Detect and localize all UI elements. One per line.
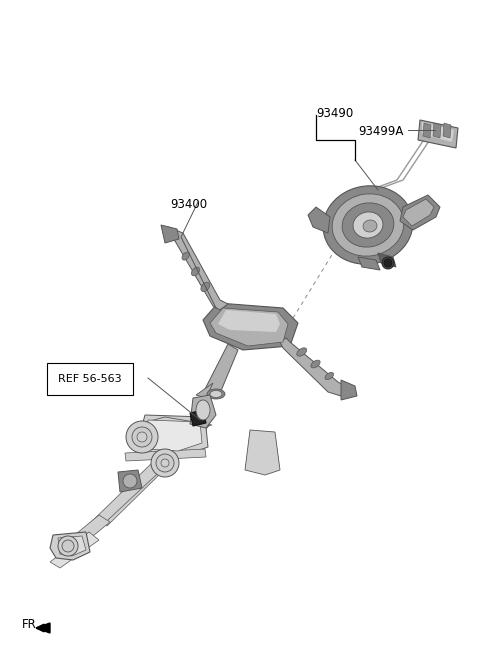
Text: 93499A: 93499A [358,125,403,138]
Ellipse shape [182,252,190,260]
Text: 93400: 93400 [170,198,207,211]
Ellipse shape [196,400,210,420]
Ellipse shape [210,390,222,397]
Polygon shape [50,532,99,568]
Polygon shape [85,425,203,534]
Polygon shape [358,257,380,270]
Polygon shape [190,395,216,428]
Polygon shape [196,383,213,398]
Ellipse shape [342,203,394,247]
Polygon shape [378,253,396,267]
Circle shape [126,421,158,453]
Polygon shape [433,123,441,138]
Polygon shape [150,417,212,428]
Polygon shape [341,380,357,400]
Polygon shape [146,420,202,451]
Ellipse shape [311,360,320,368]
Polygon shape [280,338,348,396]
Text: FR.: FR. [22,618,40,631]
Polygon shape [245,430,280,475]
Circle shape [151,449,179,477]
Ellipse shape [332,194,404,256]
Polygon shape [58,536,86,556]
Polygon shape [125,449,206,461]
Polygon shape [443,123,451,138]
Ellipse shape [353,212,383,238]
Polygon shape [190,410,206,426]
Polygon shape [422,122,454,142]
Text: REF 56-563: REF 56-563 [58,374,121,384]
Ellipse shape [325,373,334,380]
Polygon shape [59,515,110,555]
Polygon shape [203,344,238,398]
Polygon shape [308,207,330,233]
Circle shape [384,259,392,267]
Circle shape [62,540,74,552]
Ellipse shape [192,267,200,276]
Polygon shape [400,195,440,230]
Polygon shape [218,310,280,332]
Ellipse shape [201,282,210,292]
Circle shape [58,536,78,556]
Polygon shape [210,308,288,346]
Ellipse shape [323,186,413,264]
Circle shape [382,257,394,269]
Polygon shape [418,120,458,148]
Polygon shape [423,123,431,138]
Polygon shape [140,415,208,457]
Circle shape [137,432,147,442]
Polygon shape [36,623,50,633]
Circle shape [161,459,169,467]
Polygon shape [203,303,298,350]
Polygon shape [118,470,142,492]
Polygon shape [50,532,90,560]
Polygon shape [163,227,228,310]
Ellipse shape [297,348,307,356]
Polygon shape [101,418,209,526]
Polygon shape [161,225,179,243]
Circle shape [132,427,152,447]
Circle shape [123,474,137,488]
Ellipse shape [363,220,377,232]
Text: 93490: 93490 [316,107,353,120]
Ellipse shape [207,389,225,399]
Circle shape [156,454,174,472]
Polygon shape [403,199,434,226]
